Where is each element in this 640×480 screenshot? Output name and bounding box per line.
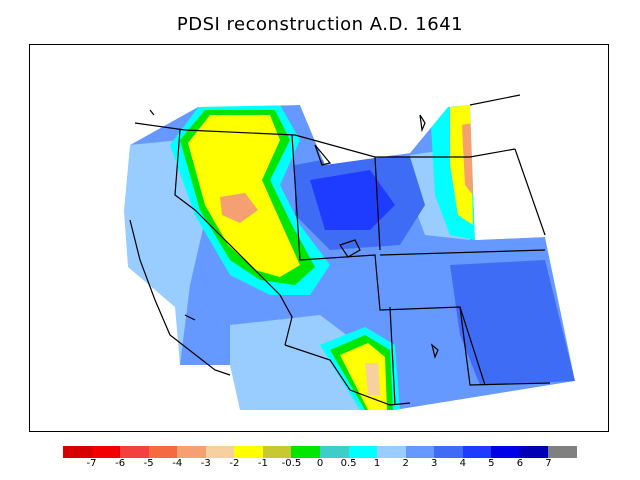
legend-swatch	[205, 446, 235, 458]
legend-tick-label: -4	[172, 458, 183, 469]
legend-tick-label: 2	[402, 458, 409, 469]
boundary-lines	[129, 94, 551, 406]
legend-tick-label: 0.5	[340, 458, 357, 469]
legend-tick-label: -0.5	[281, 458, 302, 469]
legend-tick-label: 1	[373, 458, 381, 469]
map-title: PDSI reconstruction A.D. 1641	[176, 14, 464, 35]
legend-tick-label: -2	[229, 458, 240, 469]
map-field-orange-ne	[462, 123, 473, 195]
pdsi-map	[30, 45, 608, 431]
legend-tick-label: -5	[143, 458, 154, 469]
legend-swatch	[91, 446, 121, 458]
legend-tick-label: 0	[316, 458, 324, 469]
legend-tick-label: -3	[200, 458, 211, 469]
legend-swatch	[291, 446, 321, 458]
legend-tick-label: 5	[488, 458, 495, 469]
legend-swatch	[63, 446, 93, 458]
legend-tick-label: 7	[545, 458, 552, 469]
legend-swatch	[262, 446, 292, 458]
legend-swatch	[234, 446, 264, 458]
map-field-lightblue-south	[230, 315, 360, 410]
legend-tick-label: 4	[459, 458, 466, 469]
legend-swatch	[148, 446, 178, 458]
legend-swatch	[405, 446, 435, 458]
legend-tick-label: -1	[257, 458, 268, 469]
map-field-orange-south	[365, 363, 380, 395]
legend-swatch	[377, 446, 407, 458]
lake-outlines	[149, 109, 439, 359]
legend-tick-label: -6	[115, 458, 126, 469]
map-panel	[29, 44, 609, 432]
legend-tick-label: -7	[86, 458, 97, 469]
legend-swatch	[177, 446, 207, 458]
legend-swatch	[120, 446, 150, 458]
map-field-deepblue	[310, 170, 395, 230]
legend-swatch	[491, 446, 521, 458]
legend-swatch	[548, 446, 578, 458]
legend-swatch	[348, 446, 378, 458]
legend-tick-label: 3	[431, 458, 438, 469]
map-field-lightblue	[124, 140, 205, 365]
legend-tick-label: 6	[516, 458, 524, 469]
legend-swatch	[434, 446, 464, 458]
color-legend	[63, 446, 578, 458]
map-field-darkblue-east	[450, 260, 575, 385]
map-mask-west	[30, 45, 608, 431]
legend-swatch	[462, 446, 492, 458]
map-field-orange-spot	[220, 193, 258, 223]
legend-swatch	[519, 446, 549, 458]
legend-swatch	[320, 446, 350, 458]
